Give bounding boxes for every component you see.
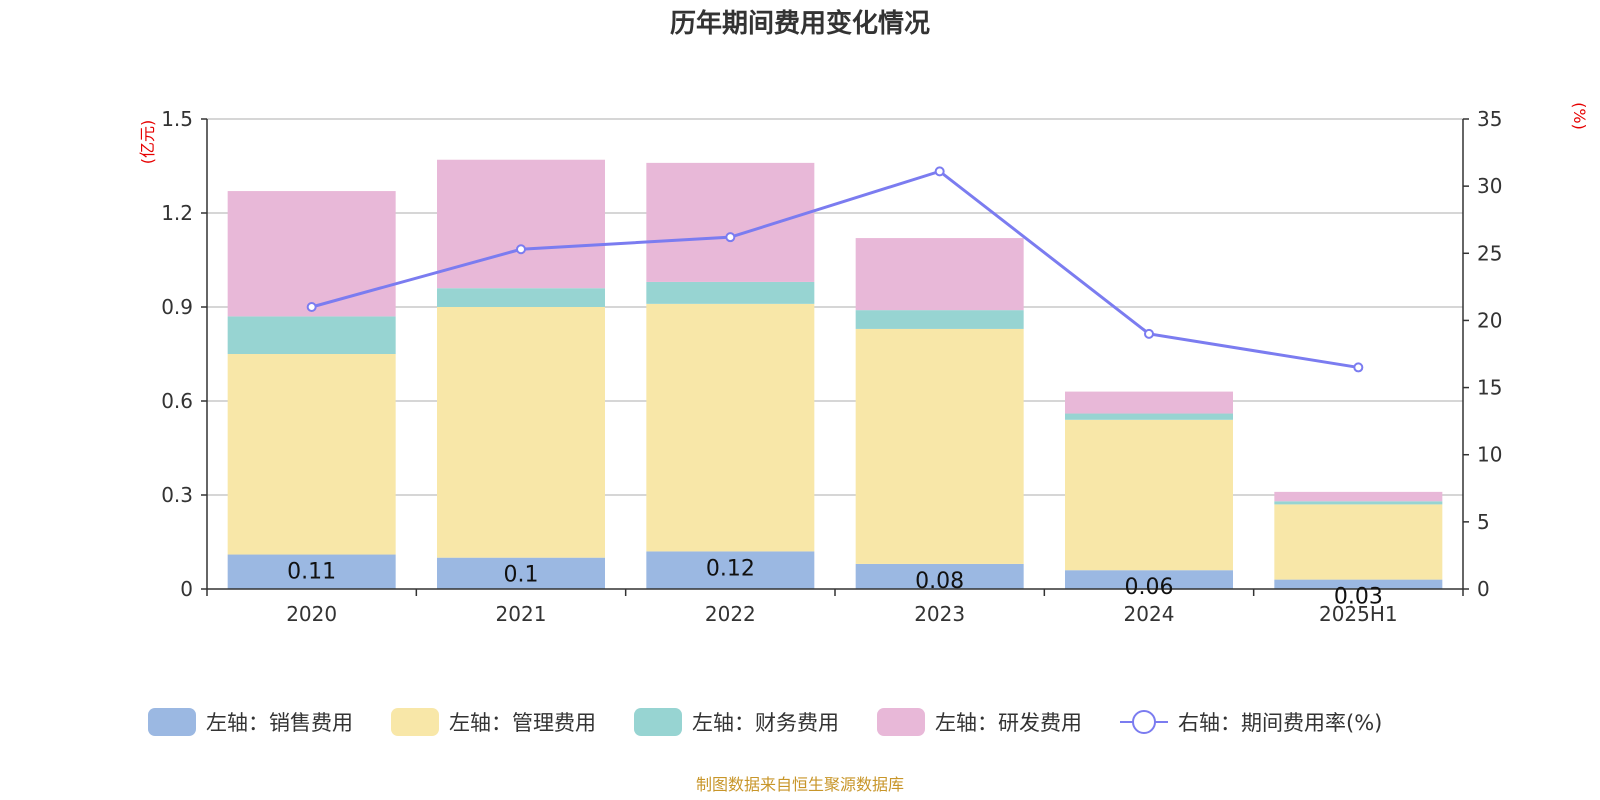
x-tick-label: 2025H1 [1319,602,1398,626]
bar-segment-4 [1065,391,1233,414]
bar-segment-4 [855,238,1024,311]
bar-data-label: 0.03 [1334,585,1383,610]
bar-segment-1 [1065,570,1233,589]
left-tick-label: 0.3 [161,483,193,507]
legend-swatch [634,708,682,736]
bar-segment-3 [646,281,815,304]
bar-segment-3 [855,310,1024,329]
line-path [311,169,1359,369]
bar-data-label: 0.1 [504,563,539,588]
chart-title: 历年期间费用变化情况 [670,8,930,39]
legend-label: 左轴：研发费用 [935,711,1082,735]
bar-data-label: 0.12 [706,556,755,581]
bar-segment-2 [227,354,396,555]
data-labels: 0.11 0.1 0.12 0.08 0.06 0.03 [287,556,1383,609]
x-tick-label: 2024 [1124,602,1175,626]
legend-line-marker [1132,710,1156,734]
bar-segment-1 [1274,579,1443,589]
bar-data-label: 0.06 [1125,575,1174,600]
right-axis-unit: (%) [1570,102,1589,130]
line-point [934,166,945,177]
line-point [1353,362,1364,373]
x-tick-label: 2020 [286,602,337,626]
legend-label: 左轴：管理费用 [449,711,596,735]
bar-segment-3 [1274,501,1443,505]
left-axis-unit: (亿元) [138,120,157,165]
bar-segment-1 [855,563,1024,589]
right-tick-label: 20 [1477,308,1502,332]
x-tick-label: 2023 [914,602,965,626]
grid-lines [207,118,1463,496]
right-tick-label: 10 [1477,443,1502,467]
bar-segment-3 [437,288,605,307]
legend-swatch [877,708,925,736]
line-point [1144,328,1154,339]
bar-segment-2 [437,307,605,558]
legend-label: 右轴：期间费用率(%) [1178,711,1382,735]
axes: 0 0.3 0.6 0.9 1.2 1.5 0 5 10 15 20 25 30 35 2020 2021 20… [161,107,1502,626]
bar-segment-1 [646,551,815,589]
bar-segment-2 [855,328,1024,564]
line-point [306,302,317,312]
bar-segment-4 [227,191,396,317]
legend: 左轴：销售费用 左轴：管理费用 左轴：财务费用 左轴：研发费用 右轴：期间费用率(%) [148,708,1382,736]
line-point [725,232,736,243]
source-note: 制图数据来自恒生聚源数据库 [696,775,904,794]
legend-swatch [148,708,196,736]
bar-segment-2 [646,303,815,552]
left-tick-label: 0.9 [161,295,193,319]
bar-segment-4 [437,159,605,289]
bar-data-label: 0.11 [287,560,336,585]
right-tick-label: 30 [1477,174,1502,198]
right-tick-label: 35 [1477,107,1502,131]
right-tick-label: 15 [1477,376,1502,400]
right-tick-label: 0 [1477,577,1490,601]
x-tick-label: 2022 [705,602,756,626]
bar-data-label: 0.08 [915,569,964,594]
bar-segment-2 [1274,504,1443,580]
bar-segment-4 [646,162,815,282]
line-point [516,244,526,255]
bar-segment-1 [227,554,396,589]
bar-segment-4 [1274,491,1443,502]
legend-swatch [391,708,439,736]
legend-label: 左轴：财务费用 [692,711,839,735]
x-tick-label: 2021 [496,602,547,626]
left-tick-label: 1.5 [161,107,193,131]
bar-segment-3 [1065,413,1233,420]
right-tick-label: 25 [1477,241,1502,265]
bar-segment-3 [227,316,396,354]
line-series [306,166,1364,373]
left-tick-label: 0.6 [161,389,193,413]
right-tick-label: 5 [1477,510,1490,534]
bar-segment-2 [1065,419,1233,571]
bar-groups [227,159,1443,589]
legend-label: 左轴：销售费用 [206,711,353,735]
bar-segment-1 [437,557,605,589]
left-tick-label: 1.2 [161,201,193,225]
left-tick-label: 0 [180,577,193,601]
